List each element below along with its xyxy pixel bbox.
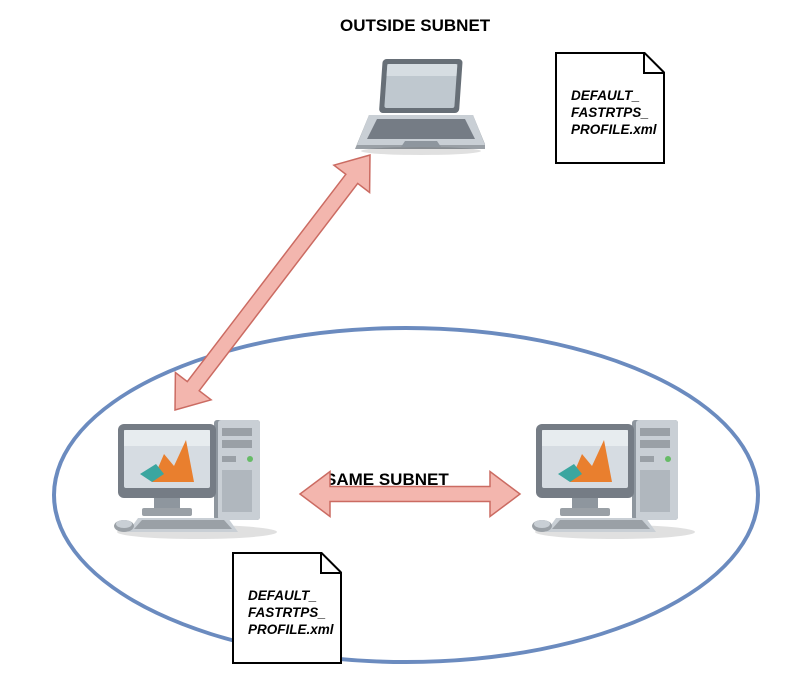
desktop-right-icon [530, 410, 700, 540]
laptop-svg [355, 55, 485, 155]
arrow-shape-horiz [300, 472, 520, 517]
file-line: PROFILE.xml [571, 122, 657, 139]
file-line: DEFAULT_ [571, 88, 657, 105]
file-line: FASTRTPS_ [571, 105, 657, 122]
file-icon-bottom: DEFAULT_ FASTRTPS_ PROFILE.xml [232, 552, 342, 664]
desktop-left-svg [112, 410, 282, 540]
file-fold-icon [643, 52, 665, 74]
file-top-text: DEFAULT_ FASTRTPS_ PROFILE.xml [571, 88, 657, 139]
desktop-left-icon [112, 410, 282, 540]
file-fold-icon [320, 552, 342, 574]
file-bottom-text: DEFAULT_ FASTRTPS_ PROFILE.xml [248, 588, 334, 639]
file-line: DEFAULT_ [248, 588, 334, 605]
desktop-right-svg [530, 410, 700, 540]
file-icon-top: DEFAULT_ FASTRTPS_ PROFILE.xml [555, 52, 665, 164]
file-line: PROFILE.xml [248, 622, 334, 639]
file-line: FASTRTPS_ [248, 605, 334, 622]
laptop-icon [355, 55, 485, 155]
